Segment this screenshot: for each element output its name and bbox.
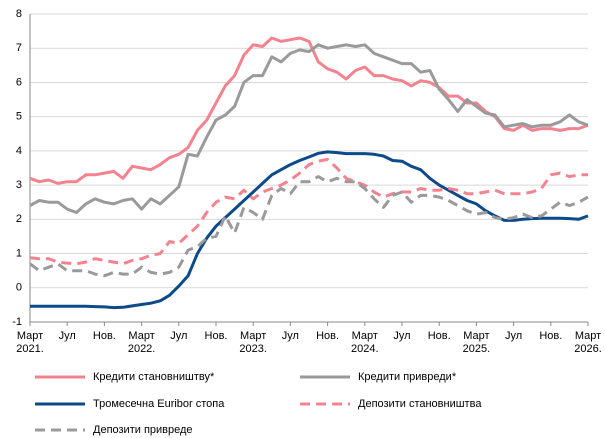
x-tick-label: Јул <box>281 330 299 342</box>
x-tick-label: Нов. <box>427 330 451 342</box>
x-tick-label: Март 2026. <box>574 330 602 355</box>
y-tick-label: 7 <box>16 42 22 54</box>
x-tick-label: Нов. <box>92 330 116 342</box>
y-tick-label: 6 <box>16 76 22 88</box>
legend-label: Депозити привреде <box>93 424 193 436</box>
y-tick-label: 8 <box>16 8 22 20</box>
series-line <box>29 43 589 214</box>
y-tick-label: 5 <box>16 111 22 123</box>
x-tick-label: Март 2021. <box>16 330 44 355</box>
y-tick-label: 4 <box>16 145 22 157</box>
x-tick-label: Март 2022. <box>127 330 156 355</box>
series-line <box>29 36 589 185</box>
x-tick-label: Нов. <box>204 330 228 342</box>
x-tick-label: Нов. <box>539 330 563 342</box>
x-tick-label: Јул <box>170 330 188 342</box>
x-tick-label: Март 2023. <box>239 330 267 355</box>
x-tick-label: Јул <box>393 330 411 342</box>
x-tick-label: Нов. <box>316 330 340 342</box>
x-tick-label: Јул <box>58 330 76 342</box>
y-tick-label: 0 <box>16 282 22 294</box>
legend-label: Тромесечна Euribor стопа <box>93 398 225 410</box>
series-line <box>29 175 589 278</box>
x-tick-label: Јул <box>505 330 523 342</box>
series-line <box>29 157 588 266</box>
y-tick-label: 1 <box>16 247 22 259</box>
y-tick-label: 2 <box>16 213 22 225</box>
y-tick-label: -1 <box>12 316 22 328</box>
y-tick-label: 3 <box>16 179 22 191</box>
x-tick-label: Март 2024. <box>351 330 379 355</box>
legend-label: Кредити привреди* <box>358 371 457 383</box>
legend-label: Кредити становништву* <box>93 371 215 383</box>
series-line <box>30 150 589 310</box>
legend-label: Депозити становништва <box>358 398 482 410</box>
x-tick-label: Март 2025. <box>462 330 491 355</box>
